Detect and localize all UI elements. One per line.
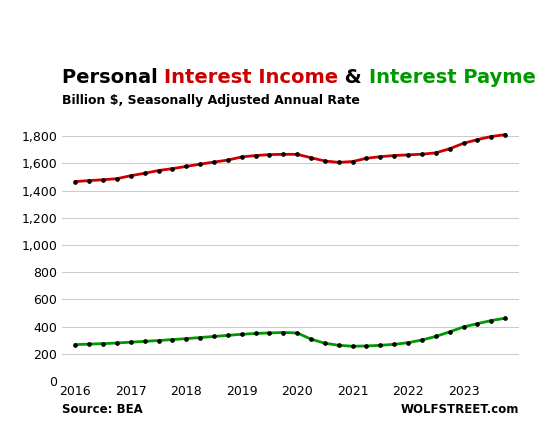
Text: Personal: Personal [62,67,164,87]
Text: Billion $, Seasonally Adjusted Annual Rate: Billion $, Seasonally Adjusted Annual Ra… [62,94,360,106]
Text: Interest Income: Interest Income [164,67,338,87]
Text: Source: BEA: Source: BEA [62,403,142,416]
Text: WOLFSTREET.com: WOLFSTREET.com [401,403,519,416]
Text: Interest Payments: Interest Payments [369,67,535,87]
Text: &: & [338,67,369,87]
